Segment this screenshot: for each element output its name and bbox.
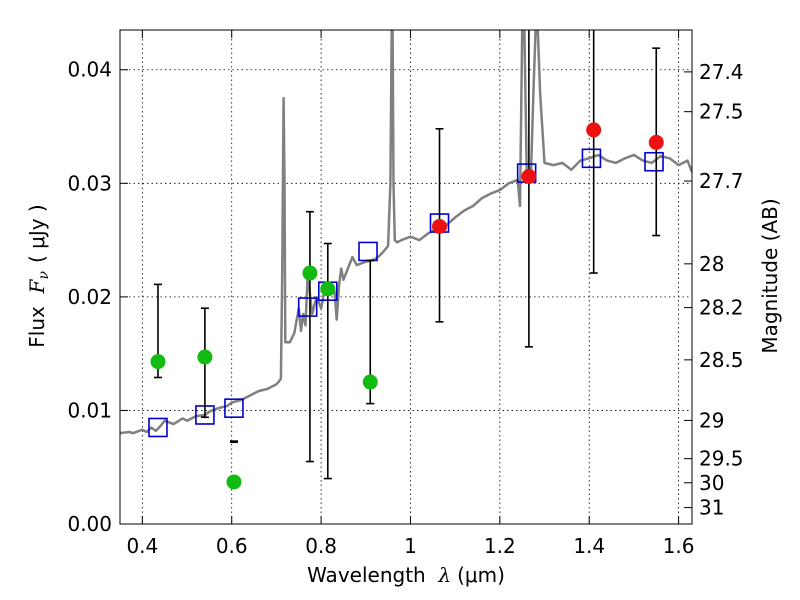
- optical-observation-point: [320, 281, 336, 297]
- y-axis-title-units: ( μJy ): [25, 204, 49, 263]
- optical-observation-point: [150, 354, 166, 370]
- x-axis-title-symbol: λ: [437, 563, 451, 587]
- x-tick-label: 0.6: [216, 534, 248, 558]
- y-axis-title-prefix: Flux: [25, 293, 49, 347]
- plot-frame: [119, 29, 693, 525]
- magnitude-tick-label: 29: [699, 408, 724, 432]
- magnitude-tick-label: 29.5: [699, 447, 744, 471]
- plot-area: [120, 30, 692, 490]
- model-photometry-square: [148, 417, 168, 438]
- x-tick-label: 0.8: [305, 534, 337, 558]
- magnitude-tick-label: 28: [699, 252, 724, 276]
- magnitude-tick-label: 28.5: [699, 348, 744, 372]
- y-axis-title-subscript: ν: [36, 271, 52, 280]
- model-photometry-square: [644, 151, 664, 172]
- x-tick-label: 1: [404, 534, 417, 558]
- optical-observation-point: [226, 474, 242, 490]
- y-tick-label: 0.01: [67, 398, 112, 422]
- x-tick-label: 1.4: [573, 534, 605, 558]
- nir-observation-point: [432, 218, 448, 234]
- magnitude-tick-label: 30: [699, 471, 724, 495]
- optical-observation-point: [302, 265, 318, 281]
- y-tick-label: 0.00: [67, 512, 112, 536]
- nir-observation-point: [586, 122, 602, 138]
- model-photometry-square: [581, 148, 602, 169]
- magnitude-tick-label: 27.4: [699, 60, 744, 84]
- y-tick-label: 0.02: [67, 285, 112, 309]
- x-tick-label: 1.2: [484, 534, 516, 558]
- x-tick-label: 0.4: [126, 534, 158, 558]
- observed-points: [150, 122, 664, 490]
- y-axis-title-symbol: F: [25, 278, 49, 294]
- x-axis-title-prefix: Wavelength: [307, 563, 438, 587]
- optical-observation-point: [362, 374, 378, 390]
- nir-observation-point: [521, 168, 537, 184]
- axis-ticks: 0.4 0.6 0.8 1 1.2 1.4 1.6 0.00 0.01 0.02 0.03 0.04 2…: [67, 30, 744, 558]
- x-axis-title: Wavelength λ (μm): [307, 563, 505, 587]
- y-tick-label: 0.03: [67, 171, 112, 195]
- model-photometry-square: [297, 297, 318, 317]
- magnitude-tick-label: 27.7: [699, 169, 744, 193]
- magnitude-tick-label: 28.2: [699, 296, 744, 320]
- magnitude-tick-label: 27.5: [699, 100, 744, 124]
- y-tick-label: 0.04: [67, 58, 112, 82]
- x-axis-title-units: (μm): [457, 563, 505, 587]
- magnitude-axis-title: Magnitude (AB): [758, 198, 782, 353]
- magnitude-tick-label: 31: [699, 496, 724, 520]
- model-photometry-square: [224, 398, 244, 418]
- x-tick-label: 1.6: [663, 534, 695, 558]
- y-axis-title: Flux Fν ( μJy ): [25, 204, 52, 347]
- nir-observation-point: [648, 134, 664, 150]
- optical-observation-point: [197, 349, 213, 365]
